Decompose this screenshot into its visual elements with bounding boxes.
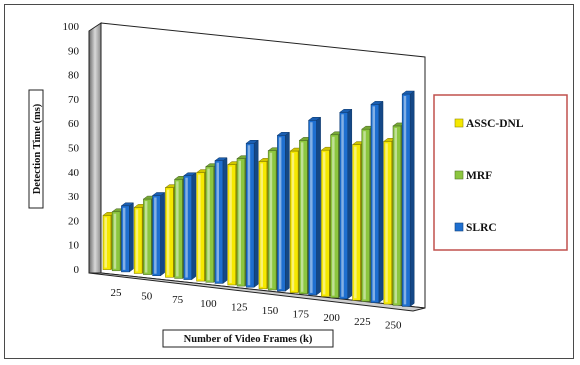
- legend-label: SLRC: [466, 222, 497, 234]
- legend-label: ASSC-DNL: [466, 118, 524, 130]
- x-tick-label: 50: [141, 291, 153, 303]
- y-tick-label: 0: [74, 264, 80, 276]
- bar-slrc-50: [153, 192, 165, 275]
- x-tick-label: 100: [200, 298, 217, 310]
- x-tick-label: 250: [385, 319, 402, 331]
- legend-swatch: [455, 223, 463, 231]
- y-axis-title-box: Detection Time (ms): [29, 90, 43, 208]
- y-tick-label: 50: [68, 143, 80, 155]
- x-tick-label: 75: [172, 294, 184, 306]
- legend-swatch: [455, 171, 463, 179]
- chart-svg: 0 10 20 30 40 50 60 70 80 90 100 25 50 75 100 125 150 17…: [5, 5, 575, 360]
- x-tick-label: 200: [323, 312, 340, 324]
- legend-item-assc-dnl: ASSC-DNL: [455, 118, 524, 130]
- legend: ASSC-DNL MRF SLRC: [434, 95, 567, 250]
- legend-label: MRF: [466, 170, 492, 182]
- side-wall: [89, 23, 101, 273]
- bar-slrc-225: [371, 101, 383, 302]
- bar-slrc-25: [121, 203, 133, 272]
- x-tick-label: 225: [354, 316, 371, 328]
- bar-slrc-75: [184, 173, 196, 280]
- bar-slrc-100: [215, 158, 227, 284]
- bar-slrc-125: [246, 140, 258, 287]
- bar-slrc-175: [309, 117, 321, 295]
- bar-slrc-250: [402, 91, 414, 306]
- legend-swatch: [455, 119, 463, 127]
- x-tick-label: 25: [111, 287, 123, 299]
- x-tick-label: 175: [293, 309, 310, 321]
- chart-frame: 0 10 20 30 40 50 60 70 80 90 100 25 50 75 100 125 150 17…: [4, 4, 574, 359]
- bar-slrc-200: [340, 109, 352, 298]
- x-tick-label: 150: [262, 305, 279, 317]
- y-tick-label: 70: [68, 94, 80, 106]
- y-tick-label: 100: [63, 21, 80, 33]
- y-tick-label: 60: [68, 118, 80, 130]
- x-axis-title-box: Number of Video Frames (k): [163, 330, 333, 347]
- y-axis-title: Detection Time (ms): [32, 103, 43, 194]
- y-tick-label: 10: [68, 240, 80, 252]
- x-axis-title: Number of Video Frames (k): [184, 334, 313, 345]
- y-tick-label: 30: [68, 191, 80, 203]
- y-axis-ticks: 0 10 20 30 40 50 60 70 80 90 100: [63, 21, 80, 276]
- bar-slrc-150: [277, 132, 289, 291]
- x-tick-label: 125: [231, 301, 248, 313]
- y-tick-label: 80: [68, 70, 80, 82]
- y-tick-label: 20: [68, 215, 80, 227]
- y-tick-label: 40: [68, 167, 80, 179]
- y-tick-label: 90: [68, 45, 80, 57]
